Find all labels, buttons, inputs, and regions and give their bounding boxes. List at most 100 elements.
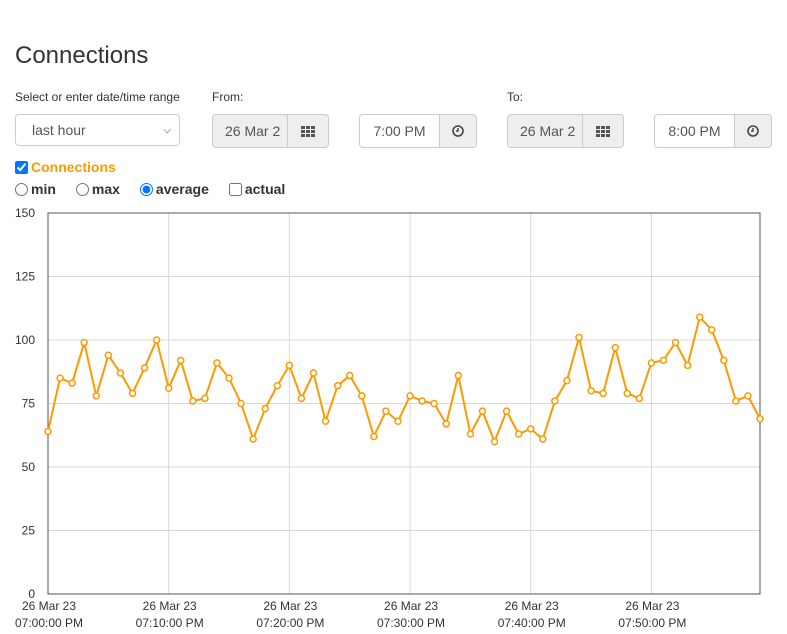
data-point [466, 430, 475, 438]
x-tick-label-date: 26 Mar 23 [22, 599, 76, 613]
x-tick-label-time: 07:30:00 PM [377, 616, 445, 630]
mode-average-radio[interactable] [139, 182, 153, 196]
y-tick-label: 125 [15, 270, 35, 284]
y-tick-label: 50 [22, 460, 36, 474]
data-point [647, 359, 656, 367]
data-point [382, 407, 390, 415]
mode-min-label: min [31, 181, 56, 197]
data-point [490, 437, 499, 446]
from-time-group: 7:00 PM [359, 114, 477, 148]
data-point [707, 326, 716, 334]
x-tick-label-date: 26 Mar 23 [505, 599, 559, 613]
x-tick-label-date: 26 Mar 23 [143, 599, 197, 613]
data-point [539, 435, 547, 443]
clock-icon [747, 125, 759, 137]
data-point [116, 369, 125, 377]
x-tick-label-time: 07:40:00 PM [498, 616, 566, 630]
range-label: Select or enter date/time range [15, 90, 180, 104]
series-toggle[interactable]: Connections [15, 159, 116, 175]
data-point [44, 427, 52, 436]
range-select[interactable]: last hour ⌵ [15, 114, 180, 146]
data-point [442, 420, 450, 428]
data-point [68, 379, 76, 387]
to-time-input[interactable]: 8:00 PM [654, 114, 735, 148]
series-toggle-label: Connections [31, 159, 116, 175]
data-point [502, 407, 511, 415]
y-tick-label: 0 [28, 587, 35, 601]
data-point [176, 356, 185, 365]
aggregation-modes: min max average actual [15, 181, 305, 197]
x-tick-label-time: 07:00:00 PM [15, 616, 83, 630]
to-label: To: [507, 90, 524, 104]
data-point [213, 359, 221, 367]
data-point [454, 371, 463, 380]
to-date-group: 26 Mar 2 [507, 114, 624, 148]
mode-min-radio[interactable] [15, 182, 28, 196]
data-point [225, 374, 233, 382]
calendar-grid-icon [596, 125, 610, 137]
x-tick-label-time: 07:20:00 PM [256, 616, 324, 630]
data-point [358, 392, 366, 400]
y-tick-label: 75 [22, 397, 36, 411]
series-line-connections [47, 316, 761, 443]
data-point [744, 392, 752, 400]
data-point [756, 414, 764, 423]
data-point [370, 432, 378, 441]
mode-actual[interactable]: actual [228, 181, 285, 197]
to-date-input[interactable]: 26 Mar 2 [507, 114, 583, 148]
data-point [152, 336, 161, 344]
y-tick-label: 100 [15, 333, 35, 347]
mode-actual-checkbox[interactable] [228, 182, 242, 196]
y-tick-label: 25 [22, 524, 36, 538]
data-point [273, 381, 282, 390]
data-point [659, 356, 668, 365]
from-calendar-button[interactable] [288, 114, 329, 148]
data-point [104, 351, 113, 359]
series-checkbox[interactable] [15, 160, 28, 174]
data-point [695, 313, 704, 321]
data-point [623, 389, 632, 398]
data-point [297, 394, 306, 403]
x-tick-label-time: 07:10:00 PM [136, 616, 204, 630]
data-point [345, 371, 354, 380]
mode-max[interactable]: max [75, 181, 120, 197]
chevron-down-icon: ⌵ [163, 124, 171, 136]
data-point [551, 397, 559, 405]
x-tick-label-date: 26 Mar 23 [384, 599, 438, 613]
data-point [128, 389, 137, 398]
calendar-grid-icon [301, 125, 315, 137]
data-point [599, 389, 607, 398]
range-select-value: last hour [32, 122, 86, 138]
data-point [671, 338, 680, 347]
data-point [611, 343, 619, 352]
from-date-input[interactable]: 26 Mar 2 [212, 114, 288, 148]
to-clock-button[interactable] [735, 114, 772, 148]
plot-frame [47, 212, 761, 595]
data-point [201, 394, 209, 403]
data-point [526, 425, 535, 433]
connections-chart: 0 25 50 75 100 125 150 26 Mar 23 07:00:00 PM 26 M… [15, 206, 764, 630]
page-title: Connections [15, 42, 149, 69]
from-time-input[interactable]: 7:00 PM [359, 114, 440, 148]
data-point [683, 361, 692, 370]
data-point [309, 369, 318, 377]
from-clock-button[interactable] [440, 114, 477, 148]
data-point [92, 392, 101, 400]
mode-average[interactable]: average [139, 181, 209, 197]
data-point [720, 356, 728, 365]
mode-max-label: max [91, 181, 120, 197]
to-time-group: 8:00 PM [654, 114, 772, 148]
data-point [237, 399, 245, 408]
x-tick-label-date: 26 Mar 23 [625, 599, 679, 613]
data-point [430, 399, 438, 408]
to-calendar-button[interactable] [583, 114, 624, 148]
mode-max-radio[interactable] [75, 182, 89, 196]
data-point [732, 397, 740, 405]
data-point [249, 435, 257, 443]
data-point [418, 397, 426, 405]
clock-icon [452, 125, 464, 137]
data-point [321, 417, 330, 426]
data-point [56, 374, 64, 382]
data-point [394, 417, 402, 426]
mode-min[interactable]: min [15, 181, 56, 197]
